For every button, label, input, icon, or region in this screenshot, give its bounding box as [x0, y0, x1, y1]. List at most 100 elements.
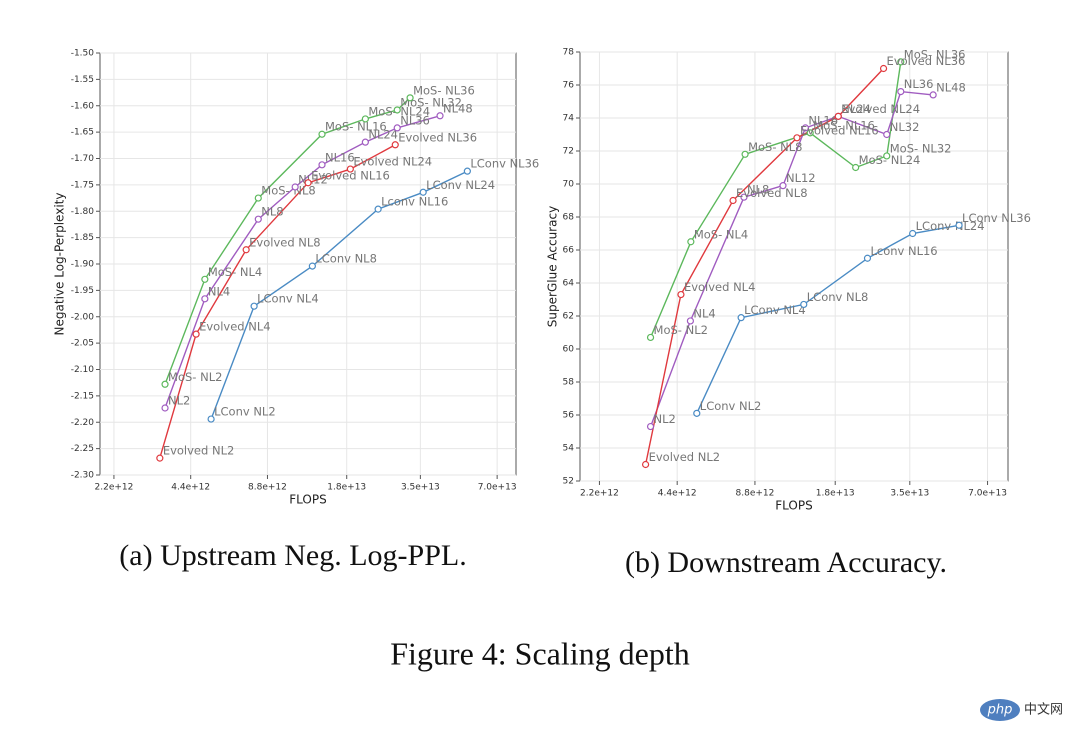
- point-label: Evolved NL8: [249, 235, 320, 249]
- y-tick-label: -1.85: [71, 233, 94, 243]
- y-tick-label: -2.30: [71, 471, 95, 481]
- y-tick-label: -2.20: [71, 418, 95, 428]
- data-point: [955, 221, 963, 229]
- x-tick-label: 4.4e+12: [658, 489, 697, 499]
- point-label: MoS- NL16: [325, 120, 387, 134]
- data-point: [800, 300, 808, 309]
- figure-caption: Figure 4: Scaling depth: [390, 635, 690, 671]
- point-label: NL2: [168, 394, 190, 408]
- point-label: MoS- NL4: [694, 227, 748, 241]
- watermark-badge: php: [987, 703, 1013, 718]
- data-point: [361, 138, 369, 146]
- point-label: NL24: [368, 128, 398, 142]
- data-point: [741, 150, 749, 158]
- point-label: LConv NL8: [315, 252, 377, 266]
- y-axis-label: Negative Log-Perplexity: [53, 193, 67, 336]
- data-point: [834, 112, 842, 120]
- point-label: MoS- NL2: [168, 370, 222, 384]
- data-point: [646, 333, 655, 342]
- x-axis-label: FLOPS: [775, 499, 812, 513]
- y-tick-label: -2.25: [71, 444, 94, 454]
- x-tick-label: 2.2e+12: [580, 489, 619, 499]
- series-line: [210, 170, 468, 420]
- point-label: LConv NL2: [700, 399, 762, 413]
- point-label: NL16: [325, 150, 355, 164]
- y-tick-label: 62: [563, 312, 574, 322]
- point-label: NL48: [936, 80, 966, 94]
- y-tick-label: 76: [563, 81, 575, 91]
- data-point: [646, 422, 655, 431]
- y-tick-label: 60: [563, 345, 575, 355]
- data-point: [391, 141, 399, 149]
- data-point: [779, 182, 787, 190]
- data-point: [806, 129, 814, 137]
- y-tick-label: -2.10: [71, 365, 95, 375]
- data-point: [361, 115, 369, 123]
- data-point: [406, 94, 414, 102]
- point-label: LConv NL4: [744, 303, 806, 317]
- chart-caption: (a) Upstream Neg. Log-PPL.: [119, 539, 466, 572]
- data-point: [318, 130, 326, 138]
- point-label: Evolved NL16: [311, 168, 390, 182]
- data-point: [897, 58, 905, 66]
- point-label: LConv NL36: [962, 211, 1031, 225]
- y-tick-label: -1.95: [71, 286, 94, 296]
- data-point: [393, 106, 401, 114]
- data-point: [318, 161, 326, 169]
- x-tick-label: 7.0e+13: [478, 483, 517, 493]
- x-tick-label: 3.5e+13: [890, 489, 929, 499]
- point-label: MoS- NL36: [904, 47, 966, 61]
- data-point: [693, 409, 701, 417]
- y-tick-label: -1.70: [71, 154, 95, 164]
- data-point: [677, 290, 685, 299]
- x-tick-label: 3.5e+13: [401, 483, 440, 493]
- point-label: NL36: [400, 113, 430, 127]
- point-label: NL8: [261, 205, 283, 219]
- chart-caption: (b) Downstream Accuracy.: [625, 546, 947, 579]
- y-tick-label: -2.00: [71, 312, 95, 322]
- point-label: Lconv NL16: [381, 195, 448, 209]
- data-point: [242, 246, 250, 254]
- series-line: [696, 224, 960, 414]
- point-label: NL48: [443, 101, 473, 115]
- y-tick-label: 70: [563, 180, 575, 190]
- data-point: [801, 124, 810, 132]
- data-point: [346, 165, 354, 173]
- y-tick-label: -1.65: [71, 128, 94, 138]
- y-tick-label: -1.75: [71, 180, 94, 190]
- data-point: [419, 188, 427, 196]
- data-point: [291, 183, 299, 191]
- point-label: MoS- NL2: [654, 323, 708, 337]
- point-label: NL32: [890, 120, 920, 134]
- point-label: Evolved NL2: [163, 444, 234, 458]
- point-label: NL36: [904, 77, 934, 91]
- data-point: [641, 460, 650, 469]
- point-label: Evolved NL2: [649, 450, 720, 464]
- data-point: [250, 302, 258, 310]
- watermark-text: 中文网: [1024, 703, 1063, 718]
- x-tick-label: 1.8e+13: [816, 489, 855, 499]
- series-line: [164, 115, 441, 409]
- plot-frame: [579, 51, 1009, 482]
- y-tick-label: 58: [563, 378, 575, 388]
- data-point: [161, 380, 169, 388]
- data-point: [729, 196, 737, 205]
- point-label: NL8: [747, 183, 769, 197]
- point-label: MoS- NL8: [748, 140, 802, 154]
- point-label: LConv NL2: [214, 405, 276, 419]
- point-label: LConv NL36: [470, 157, 539, 171]
- data-point: [192, 330, 200, 338]
- y-tick-label: -1.90: [71, 260, 95, 270]
- data-point: [304, 179, 312, 187]
- point-label: Evolved NL4: [199, 320, 270, 334]
- point-label: LConv NL4: [257, 292, 319, 306]
- data-point: [254, 215, 262, 223]
- data-point: [201, 295, 209, 303]
- data-point: [793, 134, 801, 142]
- data-point: [929, 91, 937, 99]
- point-label: Evolved NL24: [841, 102, 920, 116]
- data-point: [879, 64, 888, 73]
- data-point: [374, 205, 382, 213]
- x-axis-label: FLOPS: [289, 493, 326, 507]
